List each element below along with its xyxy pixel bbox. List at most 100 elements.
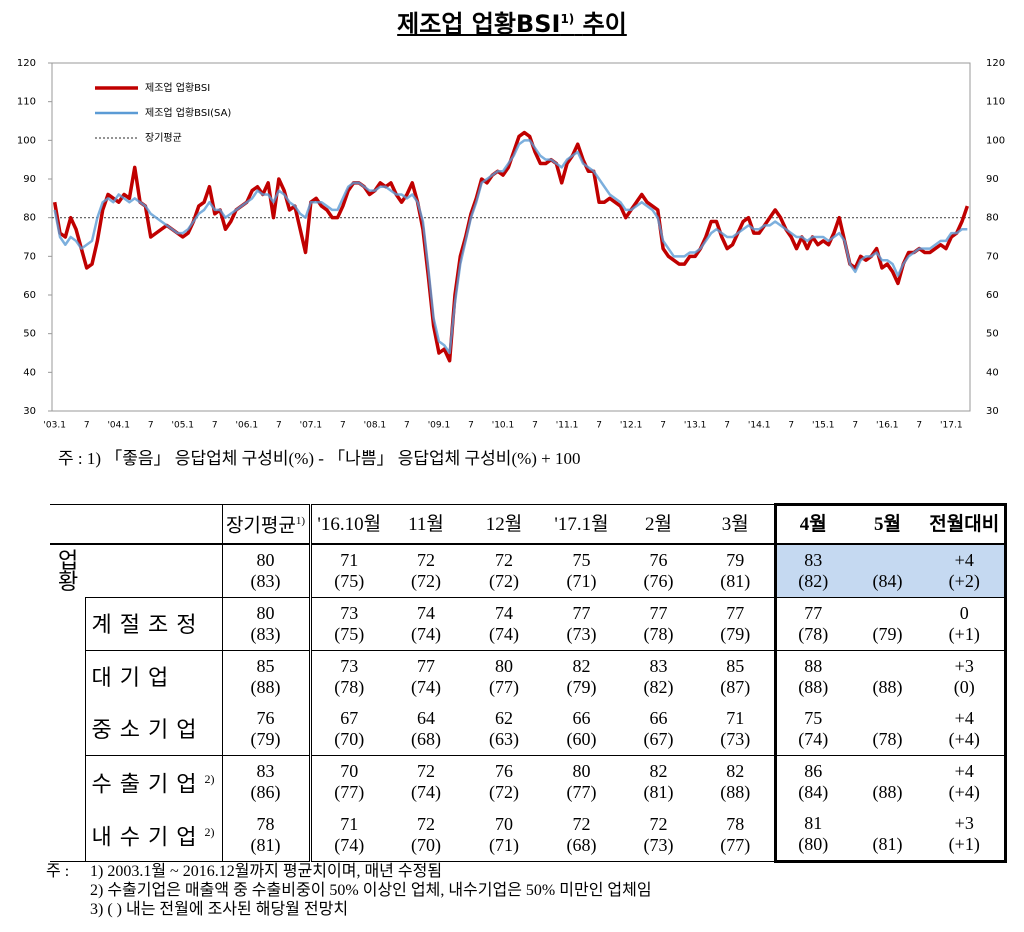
y-tick-label: 40 (23, 367, 36, 378)
x-tick-label: '05.1 (172, 421, 195, 431)
x-tick-label: 7 (596, 421, 602, 431)
column-header: 5월 (850, 503, 925, 545)
cell-value: (70) (334, 729, 365, 749)
footnote-item: 2) 수출기업은 매출액 중 수출비중이 50% 이상인 업체, 내수기업은 5… (90, 882, 652, 899)
column-header-text: 전월대비 (929, 514, 1000, 535)
y2-tick-label: 30 (986, 406, 999, 417)
x-tick-label: '08.1 (364, 421, 387, 431)
table-cell: 83 (82) (620, 650, 697, 703)
cell-value: (87) (720, 677, 751, 697)
x-tick-label: '17.1 (940, 421, 963, 431)
cell-value: 82 (572, 656, 591, 676)
table-cell: 72 (72) (387, 544, 465, 598)
column-header-text: 11월 (408, 513, 444, 535)
cell-value: 64 (417, 708, 435, 728)
table-cell: 85 (87) (697, 650, 775, 703)
cell-value: (60) (566, 729, 597, 749)
row-indent (50, 598, 85, 651)
row-label: 업 황 (50, 544, 222, 598)
y-tick-label: 110 (17, 97, 36, 108)
header-corner (50, 504, 222, 545)
chart: 30 30 40 40 50 50 60 60 70 70 80 80 90 90 100 100 110 110… (17, 58, 1005, 431)
cell-value: (81) (643, 782, 674, 802)
table-cell: 72 (70) (387, 808, 465, 862)
column-header: 11월 (387, 504, 465, 545)
table-cell: 82 (81) (620, 755, 697, 808)
cell-value: 73 (340, 656, 359, 676)
x-tick-label: 7 (404, 421, 410, 431)
x-tick-label: '09.1 (428, 421, 451, 431)
table-cell: 76 (79) (221, 703, 312, 756)
table-cell: 83 (82) (773, 544, 850, 598)
cell-value: (78) (334, 677, 365, 697)
legend-label: 제조업 업황BSI(SA) (145, 106, 231, 119)
footnote-item: 3) ( ) 내는 전월에 조사된 해당월 전망치 (90, 901, 349, 918)
y-tick-label: 30 (23, 406, 36, 417)
table-cell: 62 (63) (465, 703, 543, 756)
table-cell: 66 (67) (620, 703, 697, 756)
cell-value: 83 (256, 761, 275, 781)
table-row: 업 황 80 (83) 71 (75) 72 (72) 72 (72) 75 (71) 76 (76) 7… (50, 544, 1007, 598)
row-label-text: 대기업 (91, 664, 177, 690)
row-label: 대기업 (84, 650, 222, 703)
table-cell: (81) (850, 808, 925, 863)
x-tick-label: 7 (468, 421, 474, 431)
column-header-text: 장기평균 (225, 515, 296, 537)
table-cell: 82 (79) (543, 650, 620, 703)
table-cell: 77 (79) (697, 597, 775, 651)
cell-value: 72 (417, 813, 435, 834)
table-cell: 74 (74) (465, 597, 543, 651)
column-header-text: 2월 (645, 513, 672, 535)
table-cell: 85 (88) (221, 650, 312, 703)
plot-area (51, 62, 971, 412)
cell-value: (77) (566, 782, 597, 802)
y2-tick-label: 100 (986, 135, 1005, 146)
cell-value: 72 (649, 813, 668, 834)
cell-value: 66 (649, 708, 668, 728)
cell-value: 83 (804, 550, 823, 570)
cell-value: 75 (804, 708, 823, 728)
cell-value: 72 (572, 813, 591, 834)
cell-value: (74) (334, 834, 365, 855)
y-tick-label: 90 (23, 174, 36, 185)
table-cell: 74 (74) (387, 597, 465, 651)
cell-value: (74) (489, 624, 519, 644)
cell-value: 81 (804, 813, 823, 833)
y-tick-label: 100 (17, 135, 36, 146)
cell-spacer (850, 813, 925, 834)
x-tick-label: '03.1 (43, 421, 66, 431)
cell-spacer (850, 656, 925, 677)
cell-value: 74 (417, 603, 435, 623)
footnote-item: 1) 2003.1월 ~ 2016.12월까지 평균치이며, 매년 수정됨 (90, 863, 443, 880)
cell-value: (79) (872, 624, 903, 644)
title-text: 제조업 업황BSI (397, 10, 561, 38)
x-tick-label: 7 (212, 421, 218, 431)
cell-value: +3 (954, 813, 974, 833)
cell-value: 80 (572, 761, 591, 781)
column-header: 2월 (620, 504, 697, 545)
cell-value: 71 (340, 813, 359, 834)
column-header: 장기평균1) (221, 504, 312, 545)
x-tick-label: '12.1 (620, 421, 643, 431)
footnote-items: 1) 2003.1월 ~ 2016.12월까지 평균치이며, 매년 수정됨 2) … (90, 862, 652, 919)
cell-value: (83) (250, 624, 281, 644)
x-tick-label: 7 (916, 421, 922, 431)
x-tick-label: 7 (788, 421, 794, 431)
table-cell: 71 (74) (310, 808, 387, 862)
cell-value: +4 (954, 761, 974, 781)
cell-value: 67 (340, 708, 359, 728)
cell-value: 62 (495, 708, 513, 728)
y2-tick-label: 60 (986, 290, 999, 301)
y2-tick-label: 50 (986, 329, 999, 340)
row-indent (50, 756, 85, 809)
y2-tick-label: 90 (986, 174, 999, 185)
table-cell: (88) (850, 755, 925, 808)
footnotes: 주 : 1) 2003.1월 ~ 2016.12월까지 평균치이며, 매년 수정됨… (46, 862, 652, 919)
y2-tick-label: 40 (986, 367, 999, 378)
cell-value: 72 (495, 550, 513, 570)
footnote-label: 주 : (46, 863, 70, 880)
y-tick-label: 60 (23, 290, 36, 301)
table-cell: +3 (0) (925, 650, 1007, 703)
cell-value: (83) (250, 571, 281, 591)
